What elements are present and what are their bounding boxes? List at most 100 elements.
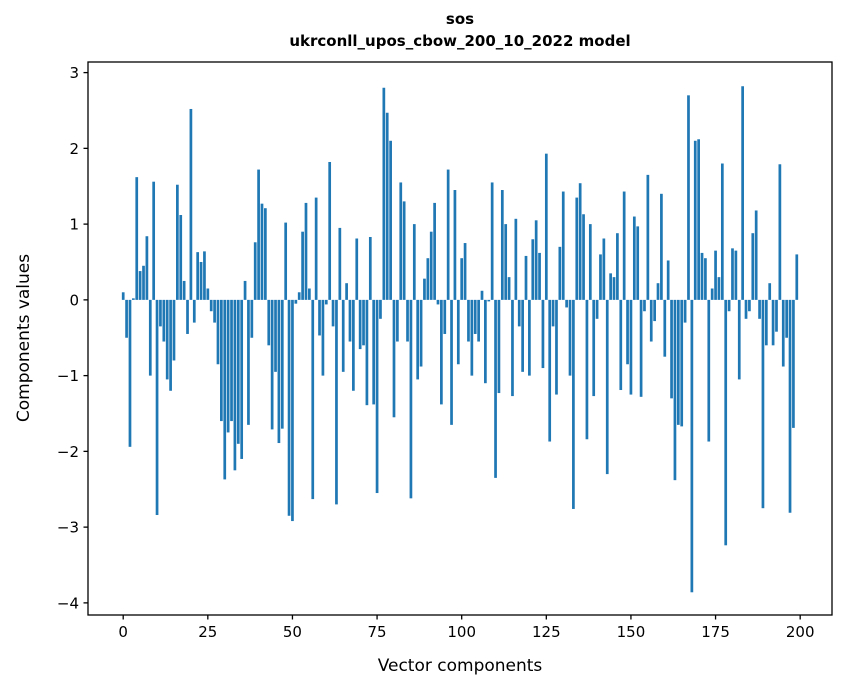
bar-7 xyxy=(145,236,149,300)
bar-179 xyxy=(727,299,731,312)
bar-134 xyxy=(575,197,579,300)
bar-107 xyxy=(484,299,487,384)
bar-166 xyxy=(683,299,687,323)
bar-12 xyxy=(162,299,166,342)
bar-50 xyxy=(291,299,294,522)
bar-162 xyxy=(670,299,673,399)
bar-48 xyxy=(284,222,288,300)
y-tick-label: −4 xyxy=(57,594,79,612)
bar-137 xyxy=(585,299,589,440)
bar-43 xyxy=(267,299,271,346)
bar-4 xyxy=(135,177,139,300)
bar-121 xyxy=(531,239,535,300)
x-tick-label: 175 xyxy=(701,623,730,641)
bar-158 xyxy=(656,283,660,300)
bar-73 xyxy=(368,236,372,300)
bar-70 xyxy=(358,299,362,350)
bar-130 xyxy=(561,191,565,300)
bar-124 xyxy=(541,299,545,369)
bar-1 xyxy=(125,299,128,338)
bar-136 xyxy=(582,214,585,300)
bar-66 xyxy=(345,283,348,300)
bar-116 xyxy=(514,218,518,300)
bar-114 xyxy=(507,277,511,300)
bar-95 xyxy=(443,299,447,334)
bar-94 xyxy=(440,299,443,405)
bar-127 xyxy=(551,299,555,327)
x-tick-label: 0 xyxy=(118,623,128,641)
bar-184 xyxy=(744,299,748,319)
y-tick-label: −2 xyxy=(57,443,79,461)
chart-subtitle: ukrconll_upos_cbow_200_10_2022 model xyxy=(289,32,631,50)
bar-188 xyxy=(758,299,761,319)
bar-61 xyxy=(328,161,332,300)
bar-42 xyxy=(264,208,267,300)
bar-108 xyxy=(487,299,491,302)
bar-96 xyxy=(446,169,450,300)
bar-91 xyxy=(429,231,433,300)
bar-21 xyxy=(192,299,196,323)
bar-194 xyxy=(778,164,782,300)
bar-173 xyxy=(707,299,711,442)
bar-54 xyxy=(304,202,308,300)
bar-135 xyxy=(578,183,582,300)
bar-25 xyxy=(206,288,210,300)
bar-182 xyxy=(737,299,741,380)
bar-87 xyxy=(416,299,420,380)
bar-148 xyxy=(622,191,626,300)
bar-72 xyxy=(365,299,369,406)
bar-17 xyxy=(179,215,183,300)
bar-181 xyxy=(734,250,738,300)
bar-98 xyxy=(453,190,457,300)
bar-167 xyxy=(687,95,690,300)
bar-44 xyxy=(270,299,274,430)
plot-box xyxy=(87,61,833,616)
bar-57 xyxy=(314,197,318,300)
bar-26 xyxy=(209,299,213,312)
bar-117 xyxy=(517,299,521,327)
bar-55 xyxy=(308,288,311,300)
bar-155 xyxy=(646,174,650,300)
bar-67 xyxy=(348,299,352,342)
bar-16 xyxy=(176,184,179,300)
bar-24 xyxy=(203,251,206,300)
bar-177 xyxy=(720,163,724,300)
bar-139 xyxy=(592,299,596,397)
bar-165 xyxy=(680,299,684,427)
bar-102 xyxy=(467,299,470,342)
bar-150 xyxy=(629,299,633,395)
bar-38 xyxy=(250,299,254,338)
bar-140 xyxy=(595,299,599,319)
bar-77 xyxy=(382,87,386,300)
bar-125 xyxy=(544,153,548,300)
bar-113 xyxy=(504,224,508,300)
bar-159 xyxy=(660,193,663,300)
bar-164 xyxy=(676,299,680,425)
bar-76 xyxy=(379,299,382,319)
bar-53 xyxy=(301,231,304,300)
bar-46 xyxy=(277,299,281,444)
bar-13 xyxy=(165,299,169,380)
bar-59 xyxy=(321,299,325,376)
bar-178 xyxy=(724,299,728,546)
bar-143 xyxy=(605,299,609,475)
bar-10 xyxy=(155,299,159,516)
bar-0 xyxy=(121,292,125,300)
bar-15 xyxy=(172,299,176,361)
y-tick-label: 0 xyxy=(69,291,79,309)
bar-106 xyxy=(480,290,484,300)
bar-111 xyxy=(497,299,501,394)
bar-69 xyxy=(355,238,359,300)
bar-64 xyxy=(338,227,342,300)
bar-80 xyxy=(392,299,396,418)
y-tick-label: −3 xyxy=(57,519,79,537)
bar-193 xyxy=(775,299,778,332)
x-tick-label: 50 xyxy=(283,623,302,641)
bar-22 xyxy=(196,252,200,300)
bar-105 xyxy=(477,299,480,342)
bar-14 xyxy=(169,299,172,391)
bar-31 xyxy=(226,299,230,433)
bar-85 xyxy=(409,299,413,499)
bar-163 xyxy=(673,299,677,481)
bar-128 xyxy=(555,299,558,395)
